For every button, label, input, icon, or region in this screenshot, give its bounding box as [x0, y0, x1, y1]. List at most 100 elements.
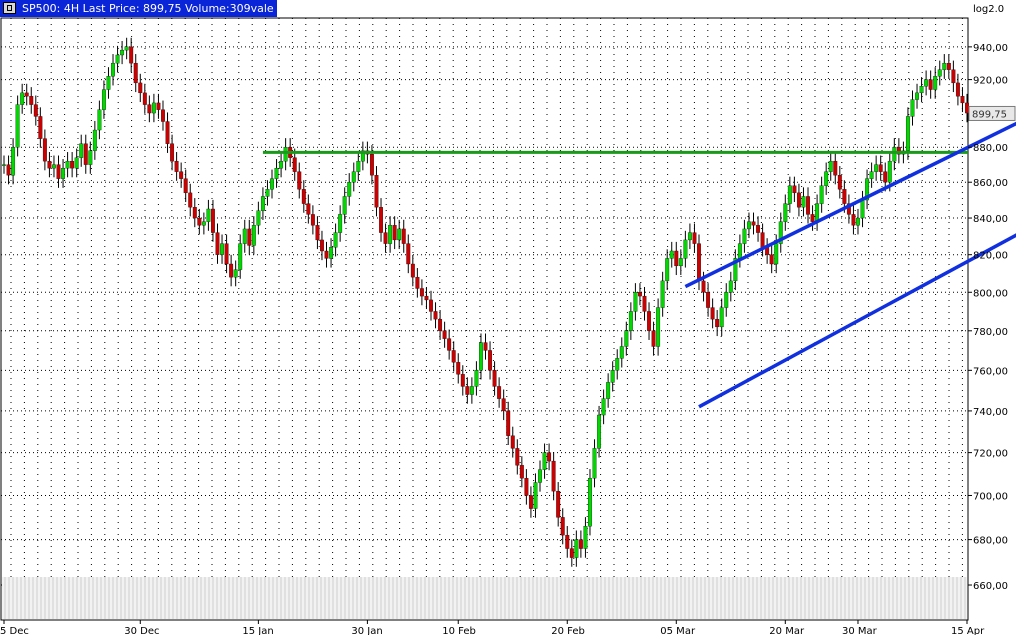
candle-up: [2, 155, 6, 174]
candle-up: [124, 37, 129, 60]
candle-body: [42, 138, 47, 162]
candle-body: [510, 435, 515, 449]
candle-up: [274, 159, 279, 188]
candle-body: [410, 263, 415, 278]
candle-body: [887, 160, 892, 183]
candle-body: [142, 92, 147, 105]
candle-body: [333, 232, 338, 248]
candle-down: [456, 353, 461, 384]
candle-down: [433, 302, 438, 329]
candle-body: [910, 99, 915, 117]
candle-body: [751, 221, 756, 226]
candle-down: [374, 166, 379, 217]
candle-up: [265, 180, 270, 206]
candle-down: [556, 482, 561, 527]
candle-body: [747, 221, 751, 230]
candle-body: [946, 62, 951, 70]
x-tick-label: 30 Jan: [351, 626, 382, 635]
candle-down: [24, 83, 29, 106]
plot-area: [0, 17, 969, 621]
candle-body: [397, 228, 402, 241]
candle-up: [778, 212, 783, 253]
candle-up: [360, 141, 365, 171]
candle-body: [65, 160, 70, 169]
candle-down: [42, 129, 47, 171]
candle-down: [415, 268, 420, 298]
candle-down: [297, 162, 302, 199]
candle-body: [528, 495, 533, 509]
candle-body: [542, 452, 547, 470]
candle-body: [678, 258, 683, 267]
candle-up: [356, 152, 361, 181]
candle-down: [442, 321, 447, 348]
candle-down: [161, 100, 165, 131]
chart-grid: [0, 17, 969, 621]
candle-down: [179, 162, 184, 188]
candle-up: [279, 152, 284, 178]
candle-body: [260, 196, 265, 211]
candle-body: [833, 160, 838, 176]
candle-body: [756, 225, 760, 233]
candle-body: [124, 46, 129, 51]
candle-up: [11, 138, 16, 185]
candle-up: [333, 223, 338, 257]
candle-up: [747, 212, 751, 239]
candle-body: [206, 208, 211, 222]
candle-up: [869, 162, 874, 188]
candle-up: [933, 67, 938, 99]
window-menu-icon[interactable]: [3, 2, 16, 14]
candle-down: [706, 283, 711, 317]
candle-body: [97, 109, 102, 131]
candle-body: [706, 292, 711, 308]
candle-up: [856, 208, 860, 235]
candle-body: [320, 239, 324, 252]
candle-up: [388, 216, 393, 253]
candle-up: [669, 241, 674, 268]
chart-title: SP500: 4H Last Price: 899,75 Volume:309v…: [22, 2, 274, 15]
candle-body: [165, 121, 170, 144]
candle-body: [147, 104, 152, 114]
scale-label: log2.0: [973, 4, 1004, 15]
candle-up: [619, 337, 624, 368]
candle-body: [360, 150, 365, 162]
candle-body: [224, 243, 229, 265]
candle-body: [683, 239, 688, 259]
candle-body: [565, 534, 570, 549]
candle-down: [310, 205, 315, 235]
candle-down: [497, 377, 502, 408]
candle-body: [896, 147, 901, 155]
candle-body: [101, 89, 106, 110]
candle-body: [47, 160, 52, 169]
candle-down: [506, 401, 511, 445]
candle-body: [233, 269, 238, 278]
candle-body: [483, 342, 488, 351]
candle-body: [388, 225, 393, 244]
candle-up: [65, 152, 70, 178]
candle-body: [24, 92, 29, 97]
candle-body: [256, 210, 261, 226]
candle-up: [610, 361, 615, 392]
candle-up: [479, 333, 483, 380]
candle-body: [860, 199, 865, 219]
candle-body: [297, 171, 302, 190]
candle-down: [751, 212, 756, 235]
candle-body: [624, 330, 629, 347]
candle-body: [215, 232, 220, 255]
candle-down: [837, 166, 842, 199]
candle-up: [874, 155, 879, 181]
candle-down: [833, 152, 838, 185]
candle-up: [115, 45, 120, 73]
chart-title-bar[interactable]: SP500: 4H Last Price: 899,75 Volume:309v…: [0, 0, 277, 17]
candle-body: [347, 182, 352, 197]
candle-body: [633, 292, 638, 312]
candle-body: [201, 221, 206, 226]
candle-up: [588, 469, 592, 536]
candle-body: [188, 192, 193, 208]
x-tick-label: 15 Jan: [242, 626, 273, 635]
candle-down: [306, 194, 311, 224]
candle-body: [315, 225, 320, 241]
candle-down: [551, 451, 556, 501]
candle-down: [651, 321, 656, 356]
candle-body: [642, 295, 647, 312]
